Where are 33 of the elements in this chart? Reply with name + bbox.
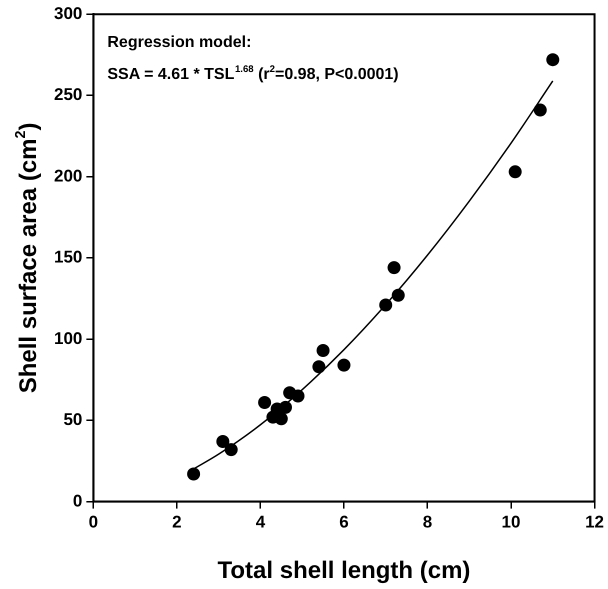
- y-axis-title: Shell surface area (cm2): [13, 122, 42, 394]
- x-tick-label: 0: [88, 512, 98, 532]
- point: [534, 104, 547, 117]
- x-tick-label: 8: [422, 512, 432, 532]
- y-tick-label: 100: [54, 328, 82, 348]
- point: [388, 261, 401, 274]
- y-tick-label: 150: [54, 248, 82, 267]
- point: [312, 360, 326, 374]
- point: [216, 434, 230, 448]
- x-tick-label: 2: [172, 512, 182, 532]
- x-axis-title: Total shell length (cm): [218, 557, 470, 584]
- point: [392, 288, 405, 302]
- y-tick-label: 300: [54, 4, 82, 23]
- point: [316, 344, 330, 358]
- point: [292, 389, 305, 402]
- point: [224, 443, 238, 456]
- point: [187, 467, 200, 480]
- x-tick-label: 12: [585, 512, 604, 532]
- point: [546, 53, 560, 66]
- x-tick-label: 4: [256, 512, 266, 532]
- x-tick-label: 6: [339, 512, 349, 532]
- x-tick-label: 10: [502, 512, 520, 532]
- y-tick-label: 200: [54, 166, 82, 186]
- y-tick-label: 250: [54, 85, 82, 104]
- y-tick-label: 0: [72, 491, 82, 510]
- point: [379, 298, 392, 312]
- point: [278, 400, 292, 414]
- point: [337, 358, 350, 372]
- point: [274, 412, 288, 426]
- point: [508, 165, 522, 178]
- point: [258, 396, 272, 409]
- annotation: Regression model:: [107, 34, 252, 52]
- y-tick-label: 50: [63, 410, 82, 430]
